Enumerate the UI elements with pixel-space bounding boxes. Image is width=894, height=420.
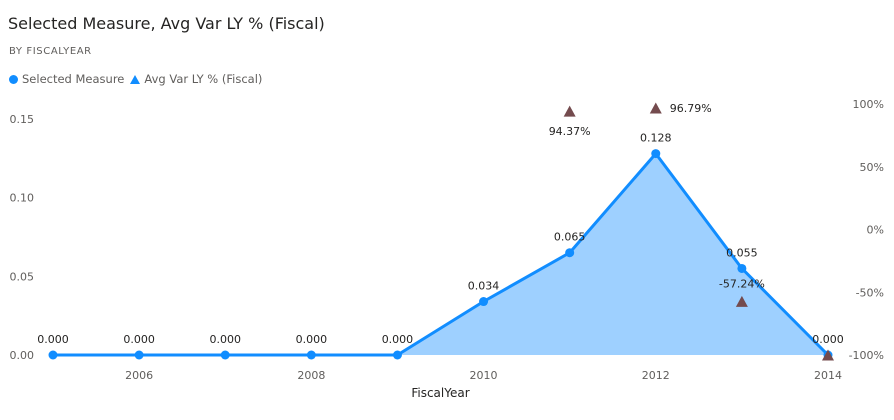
data-label-selected-measure: 0.000 [382,333,414,346]
y-axis-tick-label: 0.10 [10,192,35,205]
data-point-avg-var [735,295,748,307]
legend-label: Avg Var LY % (Fiscal) [144,72,263,86]
data-point-selected-measure [651,149,661,159]
y2-axis-tick-label: 100% [853,98,884,111]
series-line-selected-measure [53,152,830,357]
data-label-selected-measure: 0.055 [726,246,758,259]
y-axis-tick-label: 0.00 [10,349,35,362]
x-axis-tick-label: 2006 [125,369,153,382]
x-axis-tick-label: 2010 [470,369,498,382]
data-label-selected-measure: 0.000 [209,333,241,346]
y2-axis-tick-label: 0% [867,224,884,237]
data-point-selected-measure [134,350,144,360]
y2-axis-tick-label: 50% [860,161,884,174]
legend: Selected Measure Avg Var LY % (Fiscal) [9,72,268,86]
data-label-selected-measure: 0.065 [554,231,586,244]
data-point-selected-measure [479,297,489,307]
x-axis-tick-label: 2012 [642,369,670,382]
chart-title: Selected Measure, Avg Var LY % (Fiscal) [8,14,325,33]
data-label-selected-measure: 0.000 [123,333,155,346]
y2-axis-tick-label: -100% [849,349,884,362]
data-label-selected-measure: 0.000 [37,333,69,346]
data-label-selected-measure: 0.034 [468,280,500,293]
data-point-selected-measure [392,350,402,360]
triangle-marker-icon [130,74,141,84]
data-point-avg-var [822,349,834,361]
data-point-selected-measure [220,350,230,360]
legend-label: Selected Measure [22,72,125,86]
data-point-selected-measure [737,263,747,273]
chart-subtitle: BY FISCALYEAR [9,46,92,57]
x-axis-title: FiscalYear [411,386,469,400]
data-label-avg-var: 96.79% [670,102,712,115]
data-point-selected-measure [565,248,575,258]
data-label-selected-measure: 0.128 [640,132,672,145]
legend-item-avg-var[interactable]: Avg Var LY % (Fiscal) [130,72,262,86]
data-point-avg-var [563,105,576,117]
data-label-avg-var: -57.24% [719,277,765,290]
data-point-avg-var [649,102,662,114]
data-label-selected-measure: 0.000 [296,333,328,346]
x-axis-tick-label: 2014 [814,369,842,382]
data-point-selected-measure [48,350,58,360]
data-label-avg-var: 94.37% [549,125,591,138]
x-axis-tick-label: 2008 [297,369,325,382]
legend-item-selected-measure[interactable]: Selected Measure [9,72,124,86]
y2-axis-tick-label: -50% [856,286,884,299]
y-axis-tick-label: 0.05 [10,270,35,283]
circle-marker-icon [9,74,18,84]
area-fill [53,153,828,355]
y-axis-tick-label: 0.15 [10,113,35,126]
data-label-selected-measure: 0.000 [812,333,844,346]
data-point-selected-measure [306,350,316,360]
